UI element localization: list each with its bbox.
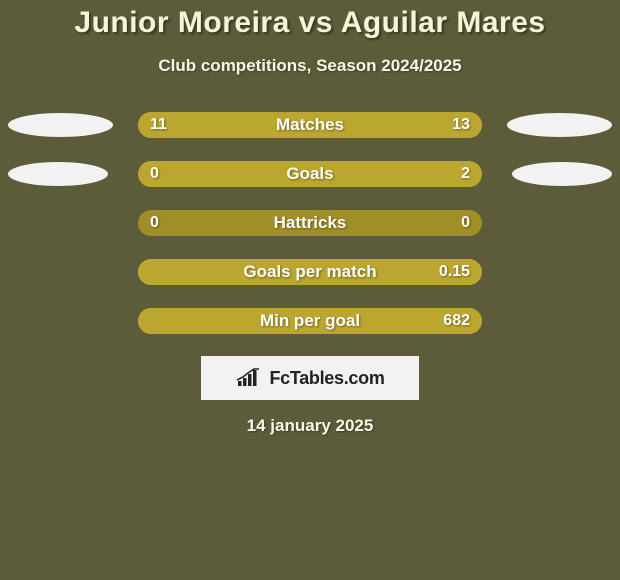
stat-right-value: 13: [452, 112, 470, 138]
stat-metric-label: Matches: [276, 112, 344, 138]
stat-left-value: 0: [150, 210, 159, 236]
stat-bar: 0 2 Goals: [138, 161, 482, 187]
brand-badge[interactable]: FcTables.com: [201, 356, 419, 400]
stat-bar-right-fill: [186, 161, 482, 187]
stat-row: 0 0 Hattricks: [0, 210, 620, 236]
player-right-ellipse-icon: [507, 113, 612, 137]
stat-metric-label: Goals: [286, 161, 333, 187]
stat-bar: 11 13 Matches: [138, 112, 482, 138]
stat-metric-label: Goals per match: [243, 259, 376, 285]
stat-bar: 682 Min per goal: [138, 308, 482, 334]
player-left-ellipse-icon: [8, 113, 113, 137]
brand-logo-icon: [235, 367, 263, 389]
stat-left-value: 0: [150, 161, 159, 187]
stat-metric-label: Hattricks: [274, 210, 347, 236]
comparison-page: Junior Moreira vs Aguilar Mares Club com…: [0, 0, 620, 580]
player-left-ellipse-icon: [8, 162, 108, 186]
stat-row: 11 13 Matches: [0, 112, 620, 138]
stat-right-value: 2: [461, 161, 470, 187]
stat-row: 0.15 Goals per match: [0, 259, 620, 285]
stat-right-value: 0: [461, 210, 470, 236]
stat-row: 682 Min per goal: [0, 308, 620, 334]
stat-row: 0 2 Goals: [0, 161, 620, 187]
stat-rows: 11 13 Matches 0 2 Goals 0 0 Hattricks 0.15 Goals p…: [0, 112, 620, 334]
stat-left-value: 11: [150, 112, 167, 138]
stat-right-value: 682: [443, 308, 470, 334]
stat-bar: 0 0 Hattricks: [138, 210, 482, 236]
brand-text: FcTables.com: [269, 368, 384, 389]
date-text: 14 january 2025: [0, 416, 620, 436]
page-subtitle: Club competitions, Season 2024/2025: [0, 56, 620, 76]
stat-right-value: 0.15: [439, 259, 470, 285]
player-right-ellipse-icon: [512, 162, 612, 186]
page-title: Junior Moreira vs Aguilar Mares: [0, 0, 620, 40]
stat-bar: 0.15 Goals per match: [138, 259, 482, 285]
stat-metric-label: Min per goal: [260, 308, 360, 334]
